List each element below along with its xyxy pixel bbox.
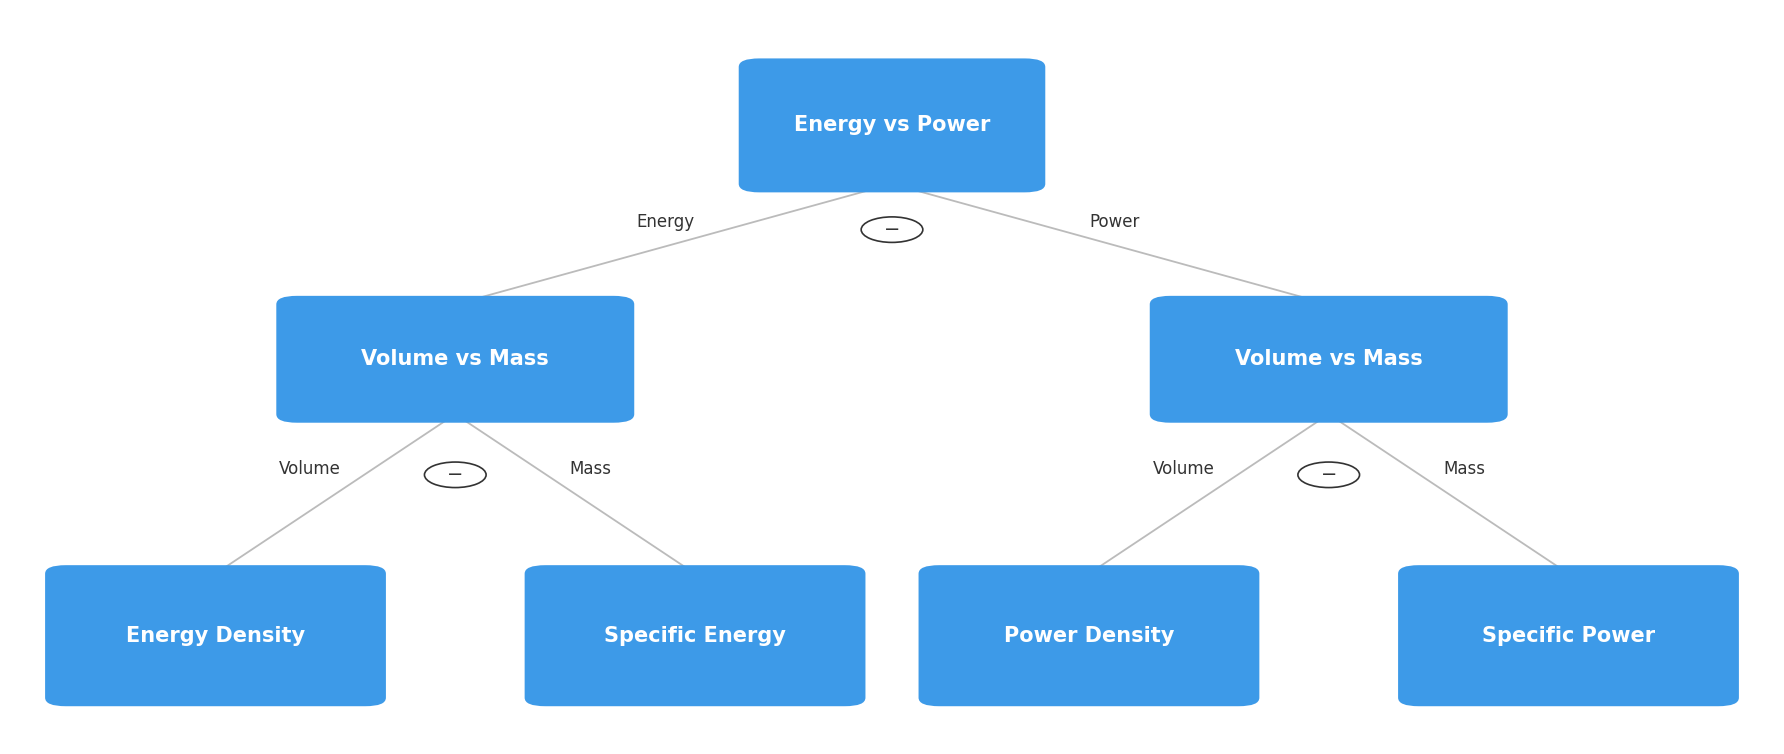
Text: Specific Energy: Specific Energy — [605, 626, 787, 645]
FancyBboxPatch shape — [277, 296, 635, 423]
FancyBboxPatch shape — [1399, 566, 1739, 706]
FancyBboxPatch shape — [739, 58, 1045, 192]
Circle shape — [862, 217, 922, 242]
Text: Volume vs Mass: Volume vs Mass — [1235, 349, 1422, 369]
Text: Mass: Mass — [1443, 460, 1484, 477]
Text: Energy vs Power: Energy vs Power — [794, 115, 990, 136]
FancyBboxPatch shape — [919, 566, 1260, 706]
FancyBboxPatch shape — [1149, 296, 1507, 423]
Text: Energy: Energy — [637, 213, 696, 231]
Text: Volume: Volume — [1152, 460, 1215, 477]
FancyBboxPatch shape — [45, 566, 385, 706]
Circle shape — [1299, 462, 1359, 488]
Text: Volume: Volume — [278, 460, 341, 477]
Text: −: − — [1320, 465, 1336, 484]
Text: −: − — [448, 465, 464, 484]
Circle shape — [425, 462, 485, 488]
Text: Power Density: Power Density — [1004, 626, 1174, 645]
Text: Mass: Mass — [569, 460, 612, 477]
FancyBboxPatch shape — [524, 566, 865, 706]
Text: Volume vs Mass: Volume vs Mass — [362, 349, 549, 369]
Text: −: − — [883, 220, 901, 239]
Text: Power: Power — [1088, 213, 1140, 231]
Text: Energy Density: Energy Density — [127, 626, 305, 645]
Text: Specific Power: Specific Power — [1483, 626, 1656, 645]
